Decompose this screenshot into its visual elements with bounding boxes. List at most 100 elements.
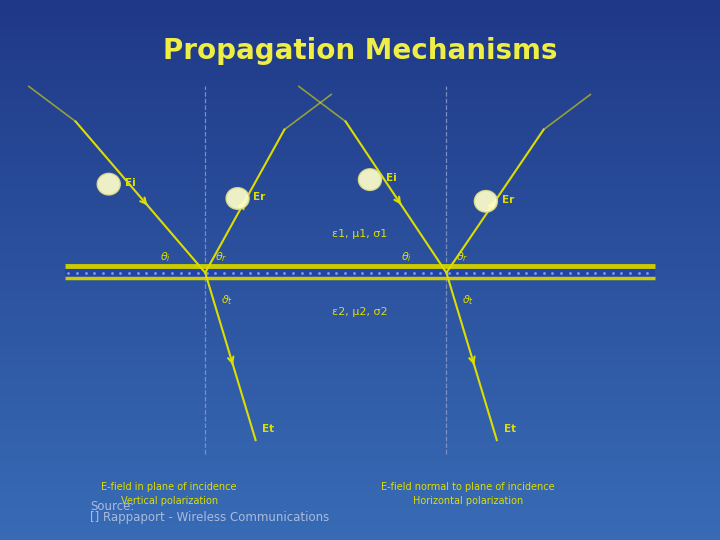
Bar <box>0 505 720 508</box>
Bar <box>0 346 720 348</box>
Bar <box>0 170 720 173</box>
Bar <box>0 410 720 413</box>
Bar <box>0 367 720 370</box>
Bar <box>0 421 720 424</box>
Bar <box>0 267 720 270</box>
Bar <box>0 213 720 216</box>
Bar <box>0 532 720 535</box>
Bar <box>0 451 720 454</box>
Bar <box>0 157 720 159</box>
Bar <box>0 354 720 356</box>
Bar <box>0 472 720 475</box>
Bar <box>0 197 720 200</box>
Bar <box>0 526 720 529</box>
Text: ε2, μ2, σ2: ε2, μ2, σ2 <box>332 307 388 316</box>
Bar <box>0 494 720 497</box>
Bar <box>0 189 720 192</box>
Bar <box>0 256 720 259</box>
Bar <box>0 251 720 254</box>
Bar <box>0 5 720 8</box>
Bar <box>0 478 720 481</box>
Bar <box>0 65 720 68</box>
Bar <box>0 335 720 338</box>
Bar <box>0 148 720 151</box>
Bar <box>0 418 720 421</box>
Bar <box>0 297 720 300</box>
Bar <box>0 343 720 346</box>
Text: $\vartheta_t$: $\vartheta_t$ <box>462 293 474 307</box>
Bar <box>0 27 720 30</box>
Bar <box>0 437 720 440</box>
Bar <box>0 502 720 505</box>
Bar <box>0 362 720 364</box>
Bar <box>0 394 720 397</box>
Bar <box>0 232 720 235</box>
Bar <box>0 359 720 362</box>
Bar <box>0 402 720 405</box>
Text: Er: Er <box>253 192 266 202</box>
Bar <box>0 397 720 400</box>
Bar <box>0 3 720 5</box>
Bar <box>0 19 720 22</box>
Bar <box>0 94 720 97</box>
Bar <box>0 184 720 186</box>
Bar <box>0 537 720 540</box>
Bar <box>0 16 720 19</box>
Bar <box>0 54 720 57</box>
Bar <box>0 127 720 130</box>
Text: Source:: Source: <box>90 500 135 513</box>
Bar <box>0 221 720 224</box>
Bar <box>0 122 720 124</box>
Bar <box>0 11 720 14</box>
Bar <box>0 57 720 59</box>
Bar <box>0 456 720 459</box>
Text: E-field normal to plane of incidence
Horizontal polarization: E-field normal to plane of incidence Hor… <box>381 483 555 505</box>
Bar <box>0 35 720 38</box>
Bar <box>0 313 720 316</box>
Bar <box>0 281 720 284</box>
Bar <box>0 378 720 381</box>
Bar <box>0 211 720 213</box>
Bar <box>0 275 720 278</box>
Bar <box>0 510 720 513</box>
Bar <box>0 424 720 427</box>
Bar <box>0 40 720 43</box>
Bar <box>0 518 720 521</box>
Bar <box>0 265 720 267</box>
Bar <box>0 400 720 402</box>
Bar <box>0 486 720 489</box>
Bar <box>0 135 720 138</box>
Bar <box>0 246 720 248</box>
Bar <box>0 516 720 518</box>
Bar <box>0 454 720 456</box>
Bar <box>0 375 720 378</box>
Text: ε1, μ1, σ1: ε1, μ1, σ1 <box>333 229 387 239</box>
Bar <box>0 305 720 308</box>
Text: $\vartheta_t$: $\vartheta_t$ <box>221 293 233 307</box>
Ellipse shape <box>226 188 249 210</box>
Bar <box>0 500 720 502</box>
Bar <box>0 338 720 340</box>
Bar <box>0 489 720 491</box>
Text: $\theta_i$: $\theta_i$ <box>401 251 413 265</box>
Bar <box>0 491 720 494</box>
Bar <box>0 46 720 49</box>
Bar <box>0 192 720 194</box>
Bar <box>0 392 720 394</box>
Bar <box>0 8 720 11</box>
Text: E-field in plane of incidence
Vertical polarization: E-field in plane of incidence Vertical p… <box>102 483 237 505</box>
Bar <box>0 81 720 84</box>
Bar <box>0 521 720 524</box>
Bar <box>0 70 720 73</box>
Bar <box>0 327 720 329</box>
Bar <box>0 76 720 78</box>
Text: $\theta_r$: $\theta_r$ <box>215 251 228 265</box>
Text: Er: Er <box>502 195 514 205</box>
Bar <box>0 230 720 232</box>
Bar <box>0 140 720 143</box>
Bar <box>0 113 720 116</box>
Bar <box>0 464 720 467</box>
Bar <box>0 224 720 227</box>
Bar <box>0 30 720 32</box>
Bar <box>0 119 720 122</box>
